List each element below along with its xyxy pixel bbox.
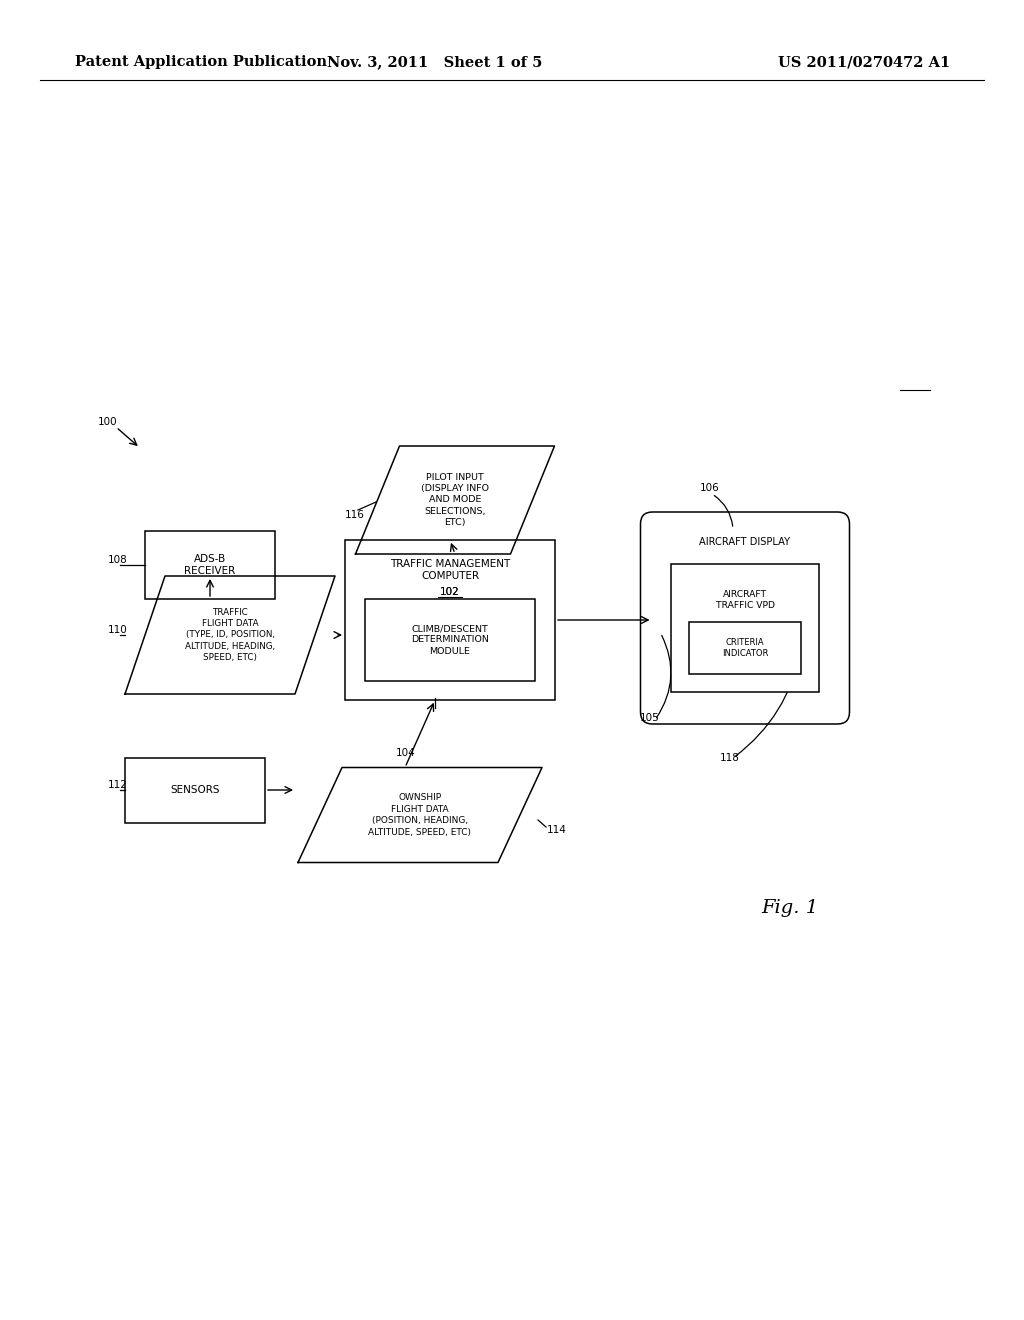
- Text: OWNSHIP
FLIGHT DATA
(POSITION, HEADING,
ALTITUDE, SPEED, ETC): OWNSHIP FLIGHT DATA (POSITION, HEADING, …: [369, 793, 471, 837]
- Text: CLIMB/DESCENT
DETERMINATION
MODULE: CLIMB/DESCENT DETERMINATION MODULE: [411, 624, 488, 656]
- Bar: [125, 758, 265, 822]
- Text: US 2011/0270472 A1: US 2011/0270472 A1: [778, 55, 950, 69]
- Text: TRAFFIC
FLIGHT DATA
(TYPE, ID, POSITION,
ALTITUDE, HEADING,
SPEED, ETC): TRAFFIC FLIGHT DATA (TYPE, ID, POSITION,…: [185, 607, 275, 663]
- Text: 116: 116: [345, 510, 365, 520]
- Text: 105: 105: [640, 713, 659, 723]
- Text: AIRCRAFT DISPLAY: AIRCRAFT DISPLAY: [699, 537, 791, 546]
- Bar: [671, 564, 819, 692]
- Bar: [145, 531, 275, 599]
- Text: TRAFFIC MANAGEMENT
COMPUTER: TRAFFIC MANAGEMENT COMPUTER: [390, 558, 510, 581]
- Polygon shape: [125, 576, 335, 694]
- Text: Patent Application Publication: Patent Application Publication: [75, 55, 327, 69]
- Text: 114: 114: [547, 825, 567, 836]
- Text: CRITERIA
INDICATOR: CRITERIA INDICATOR: [722, 638, 768, 659]
- Text: 110: 110: [108, 624, 128, 635]
- Text: SENSORS: SENSORS: [170, 785, 220, 795]
- Bar: [689, 622, 801, 675]
- Text: Fig. 1: Fig. 1: [762, 899, 818, 917]
- Text: 118: 118: [720, 752, 740, 763]
- Text: 1̲02̲: 1̲02̲: [440, 586, 460, 598]
- Polygon shape: [355, 446, 555, 554]
- Text: 106: 106: [700, 483, 720, 492]
- Text: 104: 104: [396, 748, 416, 758]
- Text: Nov. 3, 2011   Sheet 1 of 5: Nov. 3, 2011 Sheet 1 of 5: [328, 55, 543, 69]
- FancyBboxPatch shape: [640, 512, 850, 723]
- Text: 100: 100: [98, 417, 118, 426]
- Text: 112: 112: [108, 780, 128, 789]
- Polygon shape: [298, 767, 542, 862]
- Text: AIRCRAFT
TRAFFIC VPD: AIRCRAFT TRAFFIC VPD: [716, 590, 774, 610]
- Text: 108: 108: [108, 554, 128, 565]
- Bar: [345, 540, 555, 700]
- Text: PILOT INPUT
(DISPLAY INFO
AND MODE
SELECTIONS,
ETC): PILOT INPUT (DISPLAY INFO AND MODE SELEC…: [421, 473, 489, 528]
- Text: 102: 102: [440, 587, 460, 597]
- Bar: [365, 599, 535, 681]
- Text: ADS-B
RECEIVER: ADS-B RECEIVER: [184, 553, 236, 577]
